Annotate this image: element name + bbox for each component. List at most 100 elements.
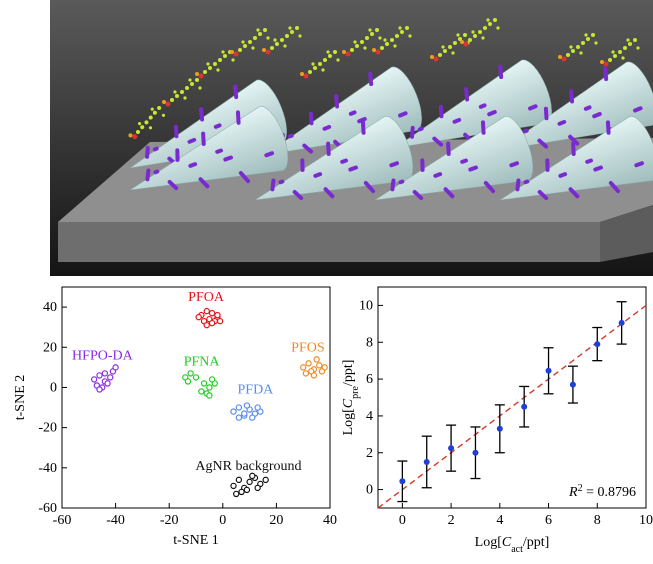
x-tick-label: 0	[219, 513, 226, 528]
point	[208, 319, 216, 327]
point	[521, 403, 528, 410]
point	[302, 370, 310, 377]
point	[206, 384, 213, 391]
point	[235, 414, 243, 421]
point	[238, 488, 245, 496]
r-squared: R2 = 0.8796	[568, 483, 636, 501]
x-tick-label: -20	[160, 513, 179, 528]
label-part: act	[511, 544, 523, 555]
point	[246, 478, 253, 486]
point	[399, 478, 406, 485]
point	[545, 367, 552, 374]
x-tick-label: 2	[448, 513, 455, 528]
point	[472, 449, 479, 456]
y-tick-label: 2	[366, 446, 373, 461]
point	[187, 370, 194, 377]
point	[208, 309, 216, 317]
x-tick-label: 6	[545, 513, 552, 528]
x-axis-label: Log[Cact/ppt]	[475, 535, 550, 555]
point	[184, 378, 192, 385]
point	[206, 392, 213, 399]
cluster-label: HFPO-DA	[72, 348, 134, 363]
point	[249, 414, 256, 421]
x-tick-label: 20	[269, 513, 283, 528]
point	[96, 372, 103, 379]
point	[313, 356, 320, 363]
point	[216, 317, 224, 325]
point	[195, 313, 202, 321]
x-tick-label: -60	[53, 513, 72, 528]
x-tick-label: -40	[106, 513, 125, 528]
label-part: /ppt]	[523, 535, 549, 550]
y-tick-label: 0	[50, 380, 57, 395]
label-part: C	[341, 398, 356, 408]
reference-line	[377, 304, 647, 509]
rendering	[50, 0, 653, 276]
label-part: C	[502, 535, 512, 550]
x-tick-label: 0	[399, 513, 406, 528]
point	[235, 476, 243, 484]
point	[96, 386, 103, 393]
label-part: /ppt]	[341, 360, 356, 386]
point	[243, 486, 251, 494]
cluster-label: AgNR background	[195, 459, 301, 474]
label-part: Log[	[341, 408, 356, 436]
point	[192, 374, 200, 381]
point	[618, 319, 625, 326]
y-tick-label: 6	[366, 372, 373, 387]
point	[101, 370, 109, 377]
point	[310, 372, 318, 379]
y-tick-label: 20	[43, 340, 57, 355]
y-tick-label: 0	[366, 483, 373, 498]
plot-frame	[377, 286, 647, 509]
point	[90, 376, 98, 383]
y-tick-label: 40	[43, 300, 57, 315]
plot-frame	[61, 286, 331, 509]
point	[230, 482, 237, 490]
x-axis-label: t-SNE 1	[173, 533, 219, 548]
point	[243, 402, 251, 409]
point	[235, 404, 243, 411]
point	[104, 380, 111, 387]
label-part: Log[	[475, 535, 503, 550]
x-tick-label: 4	[496, 513, 503, 528]
point	[254, 484, 261, 492]
x-tick-label: 40	[323, 513, 337, 528]
y-tick-label: -60	[38, 501, 57, 516]
x-tick-label: 10	[639, 513, 653, 528]
point	[112, 364, 119, 371]
point	[316, 362, 323, 369]
point	[203, 307, 210, 315]
point	[300, 364, 307, 371]
y-tick-label: 8	[366, 335, 373, 350]
point	[318, 368, 326, 375]
y-tick-label: 10	[359, 298, 373, 313]
point	[262, 476, 269, 484]
substrate-side	[600, 205, 653, 262]
x-tick-label: 8	[594, 513, 601, 528]
y-axis-label: Log[Cpre/ppt]	[341, 360, 361, 436]
point	[305, 360, 312, 367]
label-part: = 0.8796	[583, 485, 636, 500]
point	[254, 404, 261, 411]
point	[594, 341, 601, 348]
label-part: 2	[578, 483, 583, 494]
point	[569, 381, 576, 388]
cluster-label: PFDA	[238, 383, 275, 398]
point	[423, 458, 430, 465]
point	[232, 490, 240, 498]
y-axis-label: t-SNE 2	[13, 375, 28, 421]
point	[496, 425, 503, 432]
point	[214, 311, 221, 319]
cluster-label: PFOS	[291, 340, 324, 355]
point	[249, 472, 256, 480]
y-tick-label: 4	[366, 409, 373, 424]
label-part: R	[568, 485, 578, 500]
point	[198, 388, 205, 395]
point	[107, 374, 114, 381]
point	[208, 376, 216, 383]
point	[203, 321, 210, 329]
point	[241, 410, 248, 417]
